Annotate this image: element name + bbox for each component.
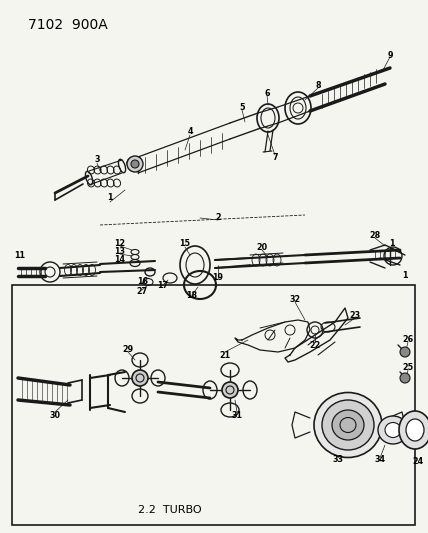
Text: 23: 23 [349, 311, 360, 319]
Bar [12, 285, 415, 525]
Text: 32: 32 [289, 295, 300, 304]
Text: 25: 25 [402, 364, 413, 373]
Text: 1: 1 [107, 193, 113, 203]
Text: 20: 20 [256, 244, 268, 253]
Text: 2: 2 [215, 214, 221, 222]
Text: 34: 34 [374, 456, 386, 464]
Text: 9: 9 [387, 51, 393, 60]
Text: 8: 8 [315, 80, 321, 90]
Text: 28: 28 [369, 230, 380, 239]
Text: 6: 6 [264, 88, 270, 98]
Circle shape [131, 160, 139, 168]
Ellipse shape [322, 400, 374, 450]
Text: 21: 21 [220, 351, 231, 359]
Text: 11: 11 [15, 251, 26, 260]
Text: 29: 29 [122, 345, 134, 354]
Circle shape [400, 373, 410, 383]
Text: 22: 22 [309, 341, 321, 350]
Circle shape [222, 382, 238, 398]
Text: 24: 24 [413, 457, 424, 466]
Ellipse shape [332, 410, 364, 440]
Text: 2.2  TURBO: 2.2 TURBO [138, 505, 202, 515]
Text: 17: 17 [158, 280, 169, 289]
Text: 5: 5 [239, 103, 245, 112]
Text: 3: 3 [94, 156, 100, 165]
Text: 26: 26 [402, 335, 413, 344]
Text: 1: 1 [389, 238, 395, 247]
Ellipse shape [314, 392, 382, 457]
Circle shape [400, 347, 410, 357]
Text: 33: 33 [333, 456, 344, 464]
Ellipse shape [378, 416, 408, 444]
Text: 4: 4 [187, 127, 193, 136]
Text: 18: 18 [187, 290, 198, 300]
Circle shape [127, 156, 143, 172]
Circle shape [132, 370, 148, 386]
Text: 13: 13 [115, 247, 125, 256]
Ellipse shape [385, 423, 401, 438]
Ellipse shape [406, 419, 424, 441]
Text: 1: 1 [402, 271, 408, 279]
Text: 30: 30 [50, 410, 60, 419]
Text: 7: 7 [272, 154, 278, 163]
Text: 31: 31 [232, 410, 243, 419]
Text: 15: 15 [179, 239, 190, 248]
Text: 19: 19 [212, 273, 223, 282]
Ellipse shape [399, 411, 428, 449]
Text: 16: 16 [137, 278, 149, 287]
Text: 27: 27 [137, 287, 148, 296]
Text: 7102  900A: 7102 900A [28, 18, 108, 32]
Text: 12: 12 [114, 238, 125, 247]
Text: 14: 14 [115, 255, 125, 264]
